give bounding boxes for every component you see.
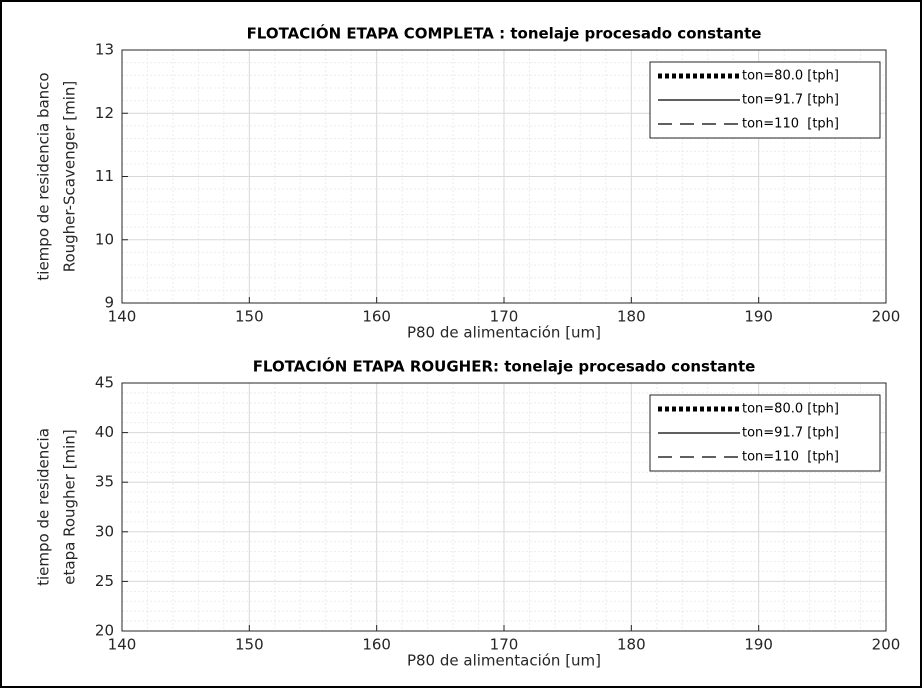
x-tick-label: 200 <box>872 636 901 654</box>
x-tick-label: 190 <box>744 308 773 326</box>
y-tick-label: 30 <box>95 522 114 540</box>
chart-title: FLOTACIÓN ETAPA COMPLETA : tonelaje proc… <box>247 24 762 43</box>
x-axis-label: P80 de alimentación [um] <box>407 652 601 670</box>
y-axis-label: Rougher-Scavenger [min] <box>61 81 79 273</box>
y-tick-label: 35 <box>95 473 114 491</box>
axes-box <box>121 49 887 304</box>
legend-label: ton=110 [tph] <box>742 450 839 465</box>
y-tick-label: 11 <box>95 167 114 185</box>
y-tick-label: 20 <box>95 622 114 640</box>
x-tick-label: 140 <box>108 636 137 654</box>
x-tick-label: 190 <box>744 636 773 654</box>
x-tick-label: 180 <box>617 636 646 654</box>
chart-title: FLOTACIÓN ETAPA ROUGHER: tonelaje proces… <box>253 357 756 376</box>
x-tick-label: 160 <box>362 308 391 326</box>
y-tick-label: 40 <box>95 423 114 441</box>
legend-label: ton=91.7 [tph] <box>742 93 839 108</box>
y-tick-label: 10 <box>95 230 114 248</box>
x-tick-label: 200 <box>872 308 901 326</box>
y-tick-label: 9 <box>104 294 114 312</box>
x-tick-label: 150 <box>235 308 264 326</box>
y-tick-label: 12 <box>95 104 114 122</box>
legend-label: ton=80.0 [tph] <box>742 69 839 84</box>
x-tick-label: 180 <box>617 308 646 326</box>
x-axis-label: P80 de alimentación [um] <box>407 324 601 342</box>
y-axis-label: etapa Rougher [min] <box>61 429 79 584</box>
legend-label: ton=91.7 [tph] <box>742 426 839 441</box>
x-tick-label: 140 <box>108 308 137 326</box>
axes-box <box>121 382 887 632</box>
x-tick-label: 170 <box>490 308 519 326</box>
y-axis-label: tiempo de residencia banco <box>35 72 53 280</box>
legend-label: ton=110 [tph] <box>742 117 839 132</box>
x-tick-label: 150 <box>235 636 264 654</box>
y-tick-label: 25 <box>95 572 114 590</box>
y-axis-label: tiempo de residencia <box>35 428 53 586</box>
x-tick-label: 170 <box>490 636 519 654</box>
y-tick-label: 45 <box>95 374 114 392</box>
legend-label: ton=80.0 [tph] <box>742 402 839 417</box>
x-tick-label: 160 <box>362 636 391 654</box>
y-tick-label: 13 <box>95 41 114 59</box>
